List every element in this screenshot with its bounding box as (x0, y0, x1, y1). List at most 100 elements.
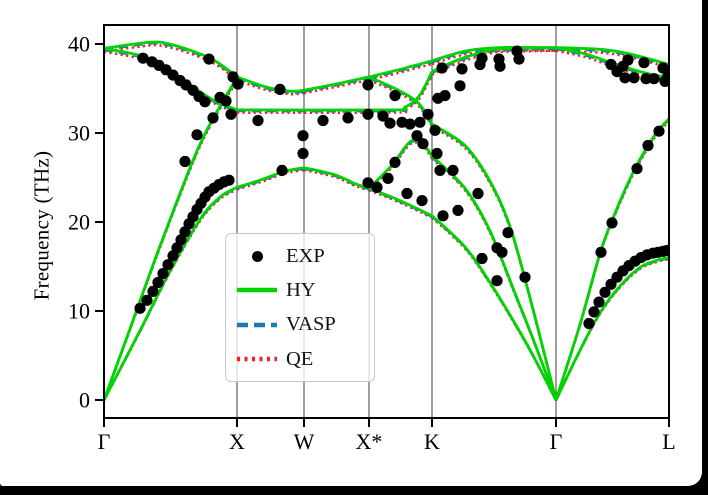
exp-point (162, 259, 174, 271)
exp-point (157, 268, 169, 280)
exp-point (416, 195, 428, 207)
hy-curve (555, 46, 669, 66)
legend-box: EXP HY VASP QE (225, 233, 375, 382)
qe-curve (236, 168, 305, 191)
x-tick-label: K (424, 429, 440, 454)
y-tick-label: 40 (68, 32, 90, 57)
exp-point (134, 302, 146, 314)
vasp-curve (104, 78, 239, 401)
qe-dotted-line-icon (228, 355, 286, 363)
exp-point (414, 116, 426, 128)
exp-point (342, 112, 354, 124)
legend-entry-hy: HY (228, 275, 372, 305)
exp-point (220, 95, 232, 107)
x-tick-label: W (294, 429, 315, 454)
exp-point (640, 73, 652, 85)
exp-point (434, 164, 446, 176)
exp-point (648, 73, 660, 85)
hy-line-icon (228, 286, 286, 294)
exp-point (588, 306, 600, 318)
exp-point (661, 244, 669, 257)
exp-point (452, 204, 464, 216)
exp-point (417, 138, 429, 150)
hy-curve (431, 214, 558, 401)
exp-point (496, 246, 508, 258)
x-tick-label: L (662, 429, 675, 454)
exp-point (456, 63, 468, 75)
hy-curve (554, 117, 669, 401)
exp-point (638, 57, 650, 69)
hy-curve (368, 59, 433, 79)
hy-curve (431, 155, 558, 401)
hy-curve (104, 40, 238, 79)
exp-point (653, 125, 665, 137)
exp-point (223, 174, 235, 186)
exp-point (447, 164, 459, 176)
exp-point (297, 147, 309, 160)
hy-curve (236, 166, 305, 189)
x-tick-label: X (229, 429, 245, 454)
exp-point (382, 172, 394, 184)
exp-point (362, 108, 374, 120)
qe-curve (303, 168, 370, 192)
hy-curve (431, 122, 558, 401)
exp-point (203, 53, 215, 65)
legend-label-exp: EXP (286, 244, 325, 267)
exp-point (662, 70, 669, 82)
exp-point (207, 112, 219, 124)
hy-curve (236, 75, 305, 93)
exp-point (595, 246, 607, 258)
exp-point (476, 252, 488, 265)
exp-point (454, 80, 466, 92)
exp-point (274, 83, 286, 95)
exp-point (436, 62, 448, 74)
vasp-dashed-line-icon (228, 321, 286, 329)
exp-point (179, 155, 191, 168)
exp-point (152, 276, 164, 289)
exp-point (491, 275, 503, 287)
figure-canvas: Γ X W X* K Γ L 0 10 20 30 40 Frequency (THz) EXP HY… (0, 0, 702, 486)
hy-curve (104, 77, 239, 401)
exp-point (599, 286, 611, 298)
legend-entry-vasp: VASP (228, 310, 372, 340)
exp-point (411, 130, 423, 142)
exp-point (422, 108, 434, 120)
exp-point (622, 54, 634, 66)
y-tick-label: 30 (68, 121, 90, 146)
exp-point (404, 118, 416, 130)
exp-point (362, 79, 374, 91)
exp-point (494, 60, 506, 72)
exp-point (317, 114, 329, 127)
exp-point (476, 52, 488, 64)
x-tick-label: Γ (550, 429, 563, 454)
exp-point (631, 163, 643, 175)
vasp-curve (554, 119, 669, 401)
exp-marker-icon (228, 250, 286, 262)
exp-point (371, 181, 383, 193)
qe-curve (368, 62, 433, 82)
chart-canvas: Γ X W X* K Γ L 0 10 20 30 40 (68, 24, 676, 454)
hy-curve (236, 70, 434, 112)
exp-point (583, 317, 595, 330)
exp-point (137, 52, 149, 64)
exp-point (252, 114, 264, 127)
exp-point (297, 130, 309, 142)
exp-point (147, 285, 159, 297)
exp-point (377, 110, 389, 122)
x-tick-label: X* (356, 429, 383, 454)
exp-point (619, 72, 631, 84)
legend-entry-exp: EXP (228, 241, 372, 271)
exp-point (657, 62, 669, 74)
qe-curve (431, 49, 557, 76)
exp-point (389, 90, 401, 102)
x-tick-label: Γ (98, 429, 111, 454)
exp-point (628, 72, 640, 84)
y-axis-label: Frequency (THz) (29, 150, 54, 301)
exp-point (642, 139, 654, 152)
qe-curve (303, 78, 370, 95)
exp-point (276, 164, 288, 176)
qe-curve (236, 78, 305, 96)
exp-point (141, 294, 153, 306)
exp-point (513, 53, 525, 65)
